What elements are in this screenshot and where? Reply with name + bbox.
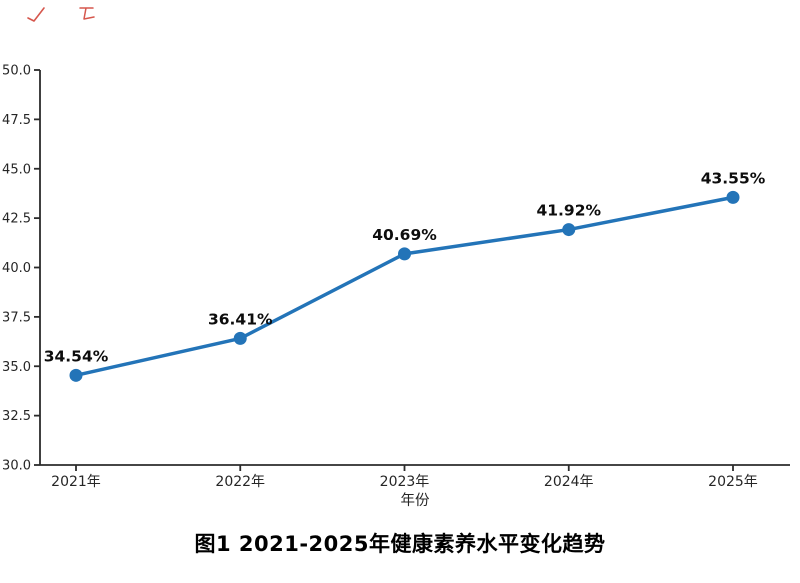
- data-label: 40.69%: [372, 226, 437, 244]
- y-tick-label: 50.0: [2, 64, 31, 79]
- data-label: 43.55%: [701, 169, 766, 187]
- y-tick-label: 32.5: [2, 409, 31, 424]
- x-tick-label: 2024年: [544, 474, 594, 490]
- y-tick-label: 45.0: [2, 162, 31, 177]
- y-tick-label: 42.5: [2, 212, 31, 227]
- x-tick-label: 2021年: [51, 474, 101, 490]
- data-line: [74, 195, 735, 378]
- red-annotation-marks: [27, 7, 95, 22]
- line-chart: 30.0 32.5 35.0 37.5 40.0 42.5 45.0 47.5 50.0 2021…: [2, 64, 790, 509]
- x-tick-label: 2025年: [708, 474, 758, 490]
- data-point: [233, 331, 247, 345]
- y-tick-label: 35.0: [2, 360, 31, 375]
- red-scribble-right-icon: [79, 7, 95, 20]
- data-label: 41.92%: [536, 202, 601, 220]
- y-tick-label: 30.0: [2, 459, 31, 474]
- chart-area: 30.0 32.5 35.0 37.5 40.0 42.5 45.0 47.5 50.0 2021…: [2, 64, 790, 509]
- red-scribble-left-icon: [27, 7, 45, 22]
- x-axis-label: 年份: [401, 492, 430, 509]
- x-tick-label: 2022年: [215, 474, 265, 490]
- y-tick-label: 40.0: [2, 261, 31, 276]
- data-point: [562, 223, 576, 237]
- data-label: 36.41%: [208, 310, 273, 328]
- data-point: [69, 368, 83, 382]
- data-point: [726, 190, 740, 204]
- y-tick-label: 47.5: [2, 113, 31, 128]
- data-label: 34.54%: [44, 347, 109, 365]
- x-tick-label: 2023年: [380, 474, 430, 490]
- y-tick-label: 37.5: [2, 310, 31, 325]
- data-point: [398, 247, 411, 261]
- figure-caption: 图1 2021-2025年健康素养水平变化趋势: [194, 532, 606, 556]
